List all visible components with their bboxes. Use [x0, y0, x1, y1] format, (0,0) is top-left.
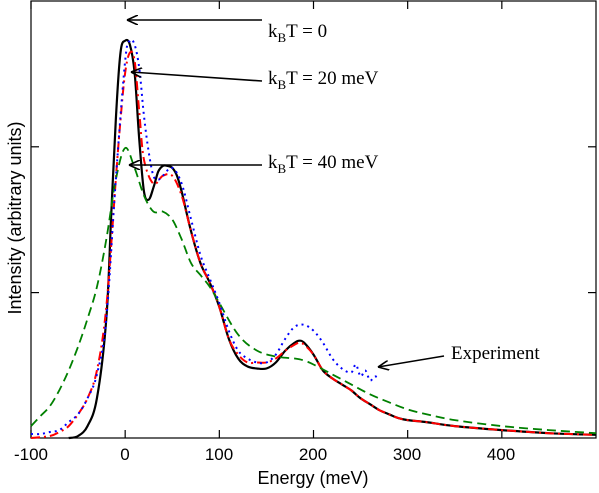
annotation-label: kBT = 40 meV: [268, 152, 379, 176]
series-line-kT40: [30, 147, 597, 435]
x-tick-label: -100: [14, 445, 48, 464]
annotation-label: kBT = 20 meV: [268, 68, 379, 92]
annotation-kbt-40: kBT = 40 meV: [129, 152, 379, 176]
x-axis-title: Energy (meV): [257, 468, 368, 488]
x-tick-label: 200: [299, 445, 327, 464]
series-line-kT20: [30, 50, 597, 439]
plot-frame: [30, 0, 597, 439]
x-tick-label: 100: [205, 445, 233, 464]
annotation-arrow: [131, 72, 263, 82]
x-tick-labels: -100 0 100 200 300 400: [14, 445, 515, 464]
annotation-experiment: Experiment: [378, 343, 540, 367]
x-tick-label: 0: [120, 445, 129, 464]
annotation-arrow: [378, 355, 445, 367]
axis-ticks: [30, 1, 596, 438]
series-layer: [30, 38, 597, 440]
annotation-kbt-20: kBT = 20 meV: [131, 68, 379, 92]
annotation-label: kBT = 0: [268, 21, 327, 45]
y-axis-title: Intensity (arbitrary units): [5, 121, 25, 314]
series-line-experiment: [30, 38, 380, 436]
x-tick-label: 400: [487, 445, 515, 464]
annotation-kbt-0: kBT = 0: [127, 20, 327, 45]
x-tick-label: 300: [393, 445, 421, 464]
annotation-label: Experiment: [451, 343, 540, 364]
